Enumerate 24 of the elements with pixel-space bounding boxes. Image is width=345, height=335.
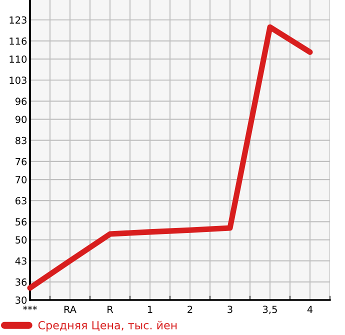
y-tick-label: 70 bbox=[16, 176, 27, 184]
y-tick-label: 76 bbox=[16, 158, 27, 166]
legend-label: Средняя Цена, тыс. йен bbox=[38, 320, 177, 332]
x-tick-label: 1 bbox=[148, 306, 152, 313]
y-tick-label: 50 bbox=[16, 236, 27, 244]
y-tick-label: 30 bbox=[16, 296, 27, 304]
y-tick-label: 63 bbox=[16, 197, 26, 204]
y-tick-label: 83 bbox=[16, 136, 26, 144]
x-tick-label: 2 bbox=[188, 306, 192, 313]
y-tick-label: 116 bbox=[10, 37, 27, 45]
x-tick-label: *** bbox=[23, 306, 37, 310]
x-tick-label: 4 bbox=[307, 306, 313, 313]
y-tick-label: 43 bbox=[15, 257, 26, 265]
y-tick-label: 36 bbox=[16, 278, 27, 286]
y-tick-label: 56 bbox=[16, 218, 27, 226]
y-tick-label: 90 bbox=[15, 116, 27, 124]
y-tick-label: 103 bbox=[10, 76, 26, 84]
y-tick-label: 123 bbox=[10, 16, 26, 24]
x-tick-label: 3 bbox=[228, 306, 232, 314]
y-tick-label: 96 bbox=[15, 98, 27, 106]
y-tick-label: 110 bbox=[10, 56, 27, 63]
x-tick-label: 3,5 bbox=[263, 306, 277, 314]
x-tick-label: R bbox=[108, 306, 114, 313]
x-tick-label: RA bbox=[64, 306, 76, 313]
